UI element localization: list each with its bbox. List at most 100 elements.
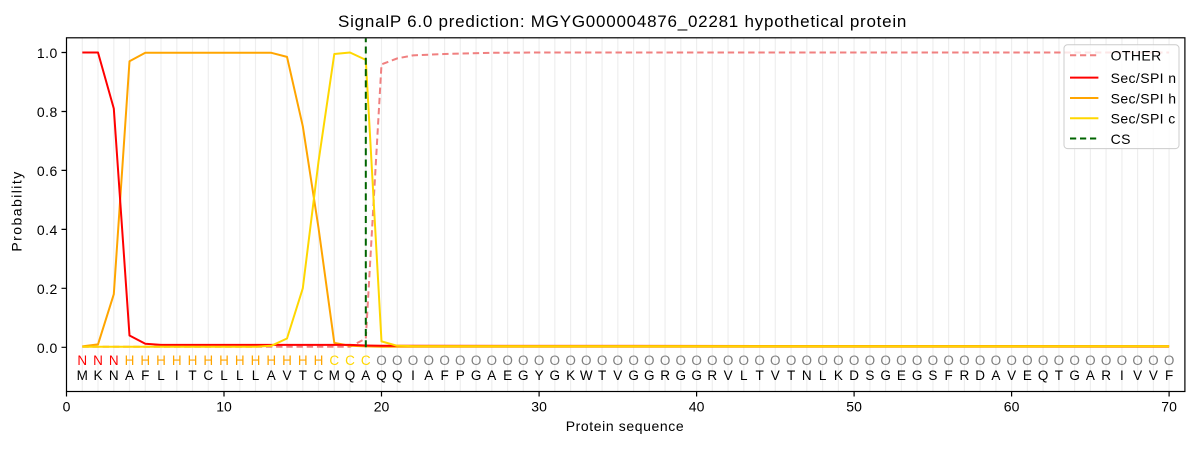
svg-text:R: R <box>960 368 970 383</box>
svg-text:40: 40 <box>689 399 705 415</box>
svg-text:O: O <box>1148 353 1159 368</box>
svg-text:O: O <box>613 353 624 368</box>
svg-text:O: O <box>1069 353 1080 368</box>
svg-text:G: G <box>691 368 702 383</box>
svg-text:O: O <box>597 353 608 368</box>
svg-text:50: 50 <box>846 399 862 415</box>
svg-text:D: D <box>849 368 859 383</box>
svg-text:O: O <box>1117 353 1128 368</box>
svg-text:O: O <box>754 353 765 368</box>
svg-text:E: E <box>503 368 512 383</box>
svg-text:D: D <box>975 368 985 383</box>
svg-text:O: O <box>565 353 576 368</box>
svg-text:O: O <box>975 353 986 368</box>
svg-text:V: V <box>1149 368 1158 383</box>
svg-text:E: E <box>1023 368 1032 383</box>
svg-text:P: P <box>456 368 465 383</box>
svg-text:L: L <box>252 368 260 383</box>
svg-text:F: F <box>944 368 952 383</box>
svg-text:I: I <box>175 368 179 383</box>
svg-text:L: L <box>157 368 165 383</box>
svg-text:Protein sequence: Protein sequence <box>566 418 685 434</box>
svg-text:I: I <box>1120 368 1124 383</box>
svg-text:O: O <box>502 353 513 368</box>
svg-text:O: O <box>424 353 435 368</box>
svg-text:H: H <box>235 353 245 368</box>
svg-text:O: O <box>849 353 860 368</box>
svg-text:O: O <box>723 353 734 368</box>
svg-text:OTHER: OTHER <box>1111 48 1162 64</box>
svg-text:CS: CS <box>1111 131 1131 147</box>
svg-text:C: C <box>329 353 339 368</box>
svg-text:O: O <box>880 353 891 368</box>
svg-text:H: H <box>140 353 150 368</box>
svg-text:O: O <box>376 353 387 368</box>
svg-text:O: O <box>786 353 797 368</box>
svg-text:Sec/SPI n: Sec/SPI n <box>1111 70 1177 86</box>
svg-text:Sec/SPI h: Sec/SPI h <box>1111 90 1177 106</box>
svg-text:L: L <box>740 368 748 383</box>
svg-text:H: H <box>203 353 213 368</box>
svg-text:H: H <box>188 353 198 368</box>
svg-text:H: H <box>125 353 135 368</box>
svg-text:A: A <box>361 368 370 383</box>
svg-text:0.2: 0.2 <box>37 281 58 297</box>
svg-text:V: V <box>282 368 291 383</box>
svg-text:H: H <box>314 353 324 368</box>
svg-text:C: C <box>361 353 371 368</box>
svg-text:60: 60 <box>1004 399 1020 415</box>
svg-text:O: O <box>1022 353 1033 368</box>
svg-text:O: O <box>550 353 561 368</box>
svg-text:0.6: 0.6 <box>37 163 58 179</box>
svg-text:S: S <box>928 368 937 383</box>
svg-text:O: O <box>1054 353 1065 368</box>
svg-text:O: O <box>676 353 687 368</box>
svg-text:0: 0 <box>63 399 71 415</box>
svg-text:O: O <box>833 353 844 368</box>
svg-text:K: K <box>93 368 102 383</box>
svg-text:O: O <box>1006 353 1017 368</box>
svg-text:V: V <box>771 368 780 383</box>
svg-text:O: O <box>691 353 702 368</box>
svg-text:Q: Q <box>392 368 403 383</box>
svg-text:F: F <box>1165 368 1173 383</box>
svg-text:K: K <box>566 368 575 383</box>
svg-text:C: C <box>314 368 324 383</box>
svg-text:V: V <box>613 368 622 383</box>
svg-text:O: O <box>534 353 545 368</box>
svg-text:M: M <box>77 368 88 383</box>
svg-text:N: N <box>802 368 812 383</box>
svg-text:H: H <box>156 353 166 368</box>
svg-text:C: C <box>345 353 355 368</box>
svg-text:H: H <box>282 353 292 368</box>
svg-text:0.8: 0.8 <box>37 104 58 120</box>
svg-text:T: T <box>188 368 196 383</box>
svg-text:O: O <box>865 353 876 368</box>
svg-text:N: N <box>93 353 103 368</box>
svg-text:20: 20 <box>374 399 390 415</box>
svg-text:O: O <box>487 353 498 368</box>
svg-text:O: O <box>1132 353 1143 368</box>
svg-text:30: 30 <box>531 399 547 415</box>
svg-text:0.0: 0.0 <box>37 340 58 356</box>
svg-text:H: H <box>219 353 229 368</box>
svg-text:O: O <box>518 353 529 368</box>
svg-text:H: H <box>298 353 308 368</box>
svg-text:E: E <box>897 368 906 383</box>
svg-text:10: 10 <box>216 399 232 415</box>
svg-text:W: W <box>580 368 593 383</box>
svg-text:N: N <box>109 368 119 383</box>
svg-text:O: O <box>1038 353 1049 368</box>
svg-text:H: H <box>172 353 182 368</box>
svg-text:A: A <box>487 368 496 383</box>
svg-text:G: G <box>518 368 529 383</box>
svg-text:R: R <box>1101 368 1111 383</box>
svg-text:Q: Q <box>1038 368 1049 383</box>
svg-text:T: T <box>755 368 763 383</box>
svg-text:O: O <box>644 353 655 368</box>
svg-text:T: T <box>299 368 307 383</box>
svg-text:O: O <box>581 353 592 368</box>
svg-text:R: R <box>660 368 670 383</box>
svg-text:O: O <box>1164 353 1175 368</box>
svg-text:V: V <box>724 368 733 383</box>
